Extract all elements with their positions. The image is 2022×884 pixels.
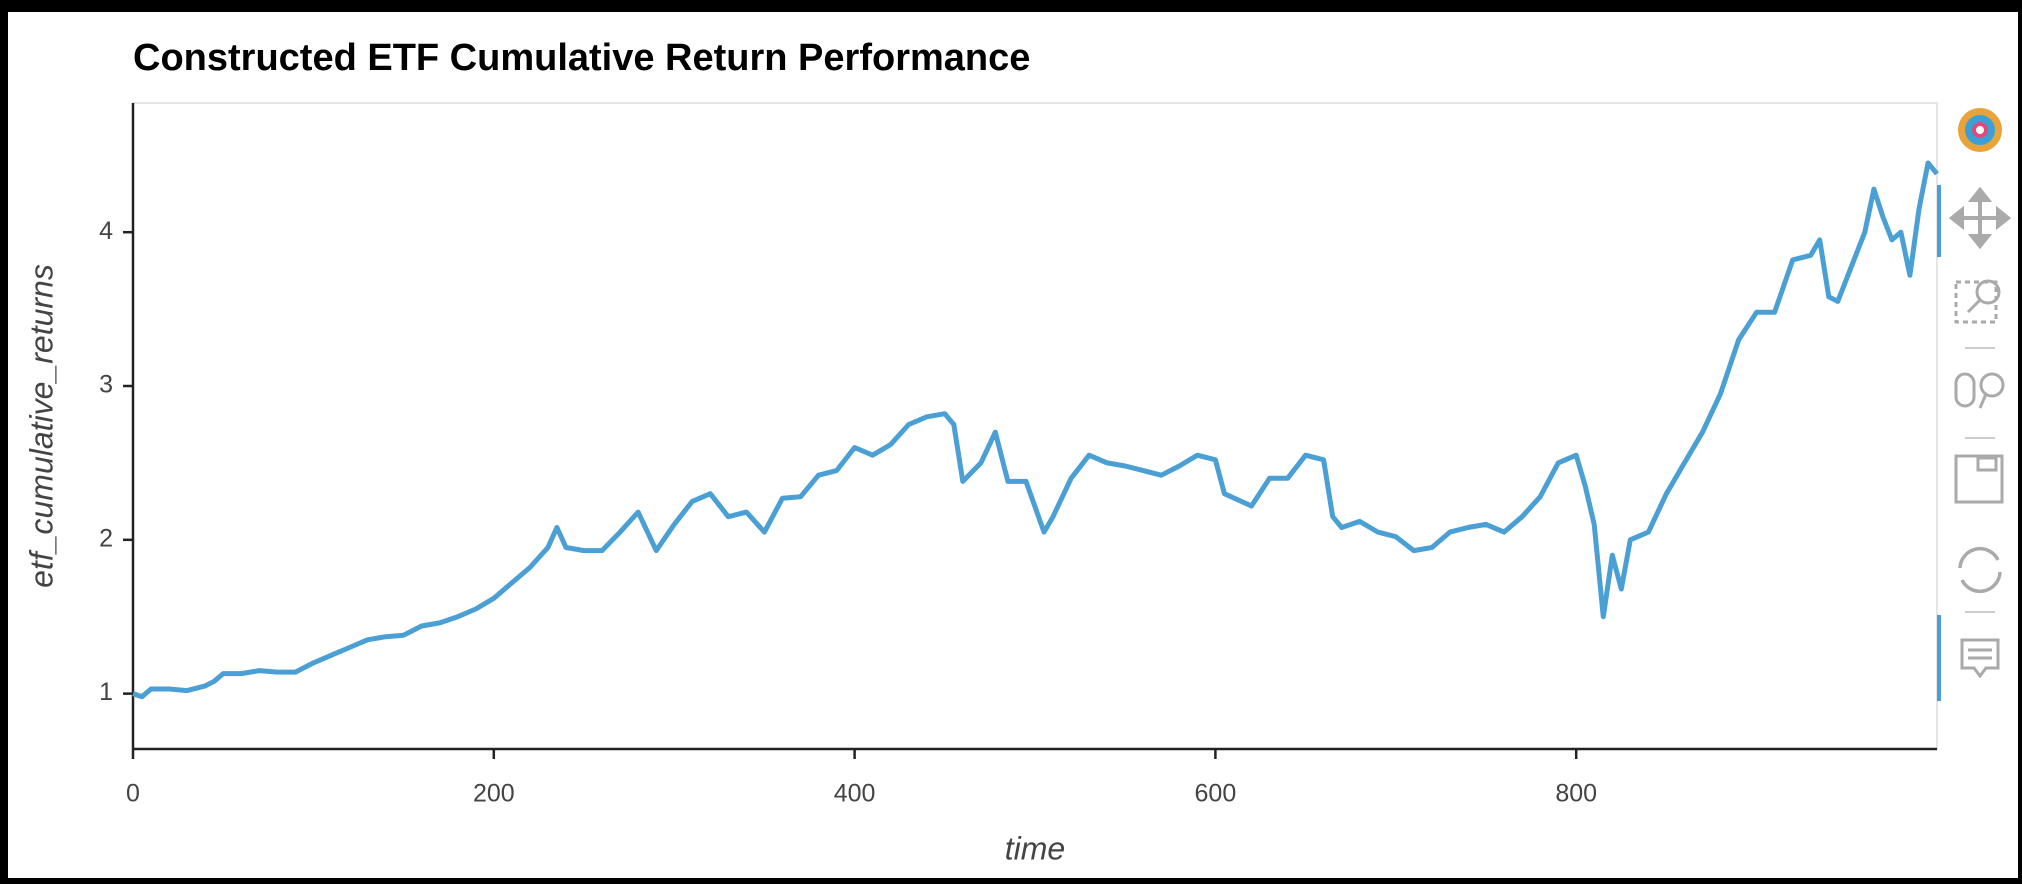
y-tick-label: 3: [99, 371, 113, 399]
reset-tool[interactable]: [1958, 546, 2002, 594]
y-tick-label: 1: [99, 678, 113, 706]
hover-tool[interactable]: [1960, 638, 2000, 679]
bokeh-logo: [1958, 108, 2002, 152]
active-tool-indicator: [1937, 185, 1941, 257]
pan-tool[interactable]: [1948, 186, 2012, 250]
save-tool[interactable]: [1954, 454, 2004, 504]
y-axis-label: etf_cumulative_returns: [23, 264, 59, 588]
toolbar: [1937, 108, 2012, 701]
x-tick-label: 0: [126, 780, 140, 808]
y-tick-label: 4: [99, 217, 113, 245]
x-axis-label: time: [1005, 830, 1065, 866]
chart-title: Constructed ETF Cumulative Return Perfor…: [133, 37, 1030, 79]
x-tick-label: 400: [834, 780, 876, 808]
active-tool-indicator: [1937, 615, 1941, 701]
y-tick-label: 2: [99, 524, 113, 552]
data-line: [132, 160, 1939, 700]
box-zoom-tool[interactable]: [1954, 279, 2001, 324]
x-tick-label: 600: [1195, 780, 1237, 808]
frame: [8, 12, 2018, 878]
x-tick-label: 800: [1555, 780, 1597, 808]
plot-frame: [132, 102, 1938, 750]
wheel-zoom-tool[interactable]: [1954, 372, 2005, 409]
x-tick-label: 200: [473, 780, 515, 808]
